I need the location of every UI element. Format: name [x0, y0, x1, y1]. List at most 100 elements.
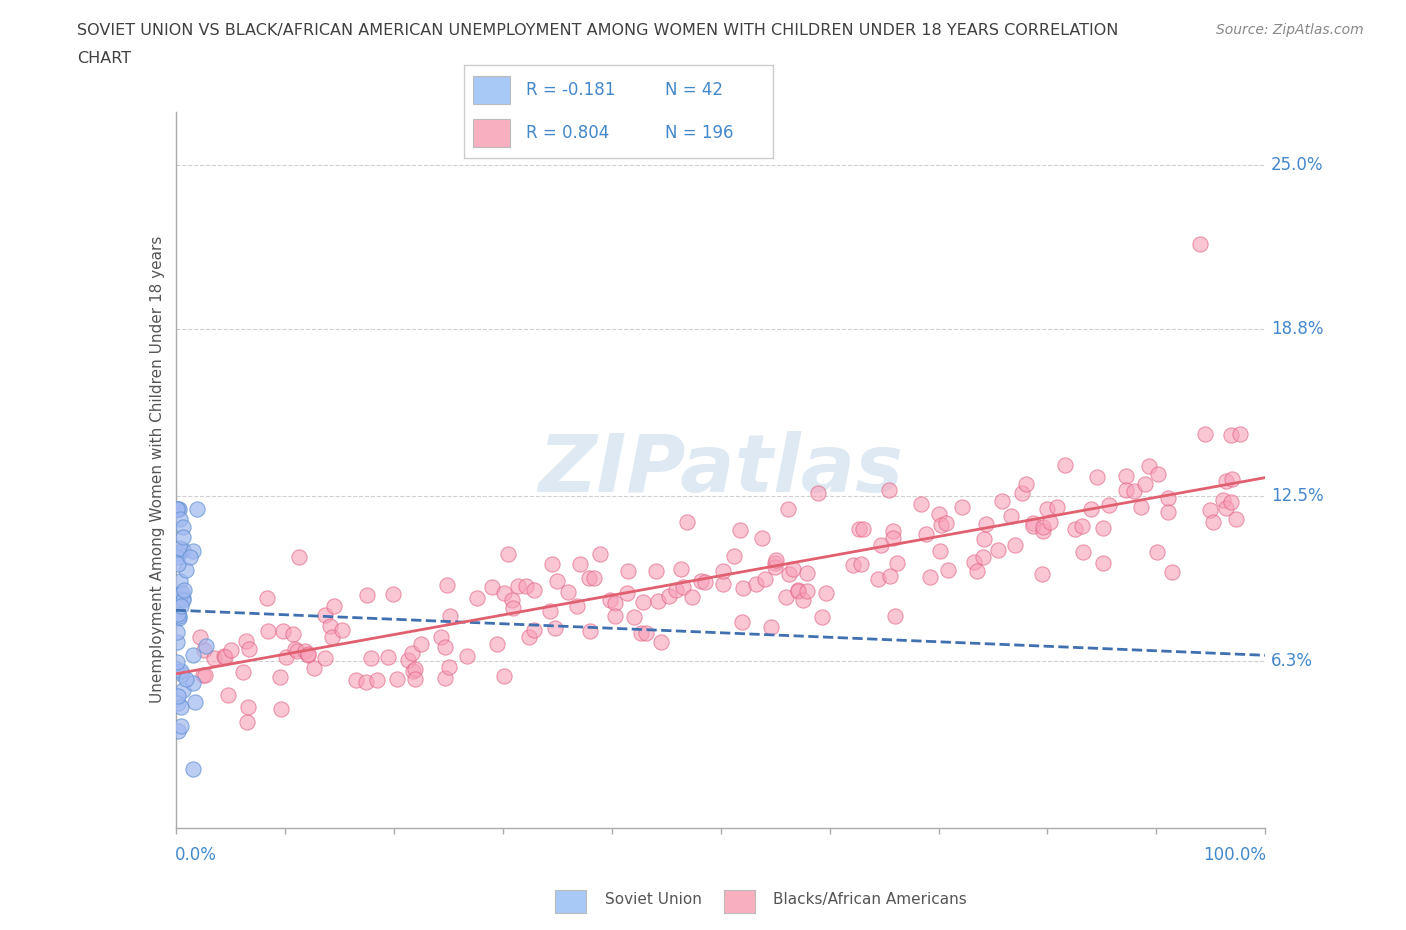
Point	[962, 555, 984, 570]
Point	[172, 530, 194, 545]
Bar	[474, 119, 510, 147]
Point	[169, 546, 191, 561]
Point	[1064, 521, 1087, 536]
Point	[238, 642, 260, 657]
Point	[759, 619, 782, 634]
Point	[1225, 512, 1247, 526]
Point	[974, 517, 997, 532]
Point	[165, 661, 187, 676]
Point	[882, 531, 904, 546]
Point	[763, 560, 786, 575]
Point	[217, 688, 239, 703]
Point	[565, 598, 588, 613]
Point	[174, 671, 197, 686]
Point	[775, 590, 797, 604]
Point	[929, 517, 952, 532]
Point	[589, 546, 612, 561]
Point	[973, 532, 995, 547]
Point	[1157, 491, 1180, 506]
Point	[214, 650, 236, 665]
Point	[540, 557, 562, 572]
Point	[167, 556, 190, 571]
Point	[918, 569, 941, 584]
Point	[235, 633, 257, 648]
Point	[787, 584, 810, 599]
Point	[281, 627, 304, 642]
Point	[219, 643, 242, 658]
Point	[1220, 495, 1243, 510]
Point	[616, 586, 638, 601]
Point	[1215, 501, 1237, 516]
Point	[634, 626, 657, 641]
Point	[287, 644, 309, 658]
Point	[434, 671, 457, 685]
Text: Soviet Union: Soviet Union	[605, 892, 702, 907]
Point	[492, 669, 515, 684]
Point	[172, 519, 194, 534]
Point	[1147, 466, 1170, 481]
Point	[1031, 567, 1053, 582]
Point	[1146, 544, 1168, 559]
Point	[658, 589, 681, 604]
Point	[792, 592, 814, 607]
Point	[501, 592, 523, 607]
Point	[170, 719, 193, 734]
Point	[676, 515, 699, 530]
Point	[169, 573, 191, 588]
Text: CHART: CHART	[77, 51, 131, 66]
Point	[1071, 545, 1094, 560]
Point	[935, 515, 957, 530]
Point	[650, 635, 672, 650]
Point	[1091, 555, 1114, 570]
Text: ZIPatlas: ZIPatlas	[538, 431, 903, 509]
Point	[851, 556, 873, 571]
Y-axis label: Unemployment Among Women with Children Under 18 years: Unemployment Among Women with Children U…	[149, 236, 165, 703]
Point	[868, 571, 890, 586]
Point	[886, 555, 908, 570]
Point	[778, 566, 800, 581]
Point	[256, 591, 278, 605]
Point	[1220, 472, 1243, 486]
Point	[294, 644, 316, 658]
Point	[496, 547, 519, 562]
Point	[166, 550, 188, 565]
Point	[579, 624, 602, 639]
Point	[1011, 485, 1033, 500]
Point	[314, 651, 336, 666]
Point	[402, 663, 425, 678]
Point	[186, 502, 208, 517]
Point	[382, 587, 405, 602]
Point	[169, 540, 191, 555]
Text: 0.0%: 0.0%	[174, 845, 217, 864]
Point	[193, 643, 215, 658]
Point	[523, 582, 546, 597]
Point	[172, 682, 194, 697]
Point	[284, 642, 307, 657]
Point	[546, 574, 568, 589]
Point	[166, 655, 188, 670]
Point	[387, 671, 409, 686]
Point	[188, 629, 211, 644]
Point	[166, 689, 188, 704]
Point	[436, 578, 458, 592]
Point	[991, 494, 1014, 509]
Point	[181, 647, 204, 662]
Point	[193, 668, 215, 683]
Point	[582, 571, 605, 586]
Point	[323, 599, 346, 614]
Point	[841, 557, 863, 572]
Point	[314, 608, 336, 623]
Point	[754, 572, 776, 587]
Point	[631, 594, 654, 609]
Text: 6.3%: 6.3%	[1271, 652, 1313, 670]
Point	[174, 563, 197, 578]
Point	[1115, 483, 1137, 498]
Point	[1022, 519, 1045, 534]
Point	[1212, 492, 1234, 507]
Point	[1022, 515, 1045, 530]
Point	[1032, 520, 1054, 535]
Point	[665, 582, 688, 597]
Point	[167, 611, 190, 626]
Point	[966, 564, 988, 578]
Point	[297, 647, 319, 662]
